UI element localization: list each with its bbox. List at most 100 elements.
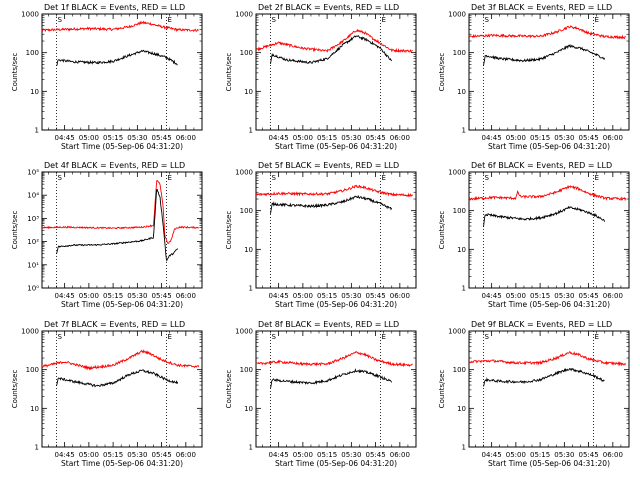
x-tick-label: 05:00 [506,292,526,300]
time-marker-label: S [272,333,277,341]
plot-frame [41,13,203,131]
x-tick-label: 05:45 [152,451,172,459]
time-marker-label: S [58,333,63,341]
x-tick-label: 05:30 [341,451,361,459]
lld-series-line [41,20,199,33]
x-axis-label: Start Time (05-Sep-06 04:31:20) [488,459,610,468]
time-marker-label: E [167,333,171,341]
detector-panel-2: Det 2f BLACK = Events, RED = LLD 1 10 100 10… [225,3,417,151]
y-tick-label: 1 [462,444,466,452]
x-tick-label: 05:00 [79,134,99,142]
time-marker-label: S [272,174,277,182]
x-tick-label: 05:15 [317,451,337,459]
panel-title: Det 3f BLACK = Events, RED = LLD [471,3,612,12]
x-tick-label: 04:45 [55,292,75,300]
y-tick-label: 100 [453,49,466,57]
time-marker-label: S [485,333,490,341]
x-tick-label: 04:45 [55,134,75,142]
detector-panel-9: Det 9f BLACK = Events, RED = LLD 1 10 100 10… [438,320,630,468]
lld-series-line [468,25,626,40]
panel-title: Det 4f BLACK = Events, RED = LLD [44,161,185,170]
detector-panel-5: Det 5f BLACK = Events, RED = LLD 1 10 100 10… [225,161,417,309]
y-axis-label: Counts/sec [225,211,233,250]
x-tick-label: 05:45 [579,451,599,459]
plot-frame [255,171,417,289]
events-series-line [483,367,605,387]
y-axis-label: Counts/sec [225,53,233,92]
plot-frame [468,171,630,289]
events-series-line [56,49,178,67]
time-marker-label: E [381,333,385,341]
panel-title: Det 2f BLACK = Events, RED = LLD [258,3,399,12]
y-tick-label: 1000 [235,328,253,336]
x-axis-label: Start Time (05-Sep-06 04:31:20) [275,142,397,151]
y-tick-label: 10 [30,405,39,413]
x-axis-label: Start Time (05-Sep-06 04:31:20) [488,142,610,151]
x-tick-label: 05:00 [79,292,99,300]
time-marker-label: E [167,174,171,182]
y-axis-label: Counts/sec [225,370,233,409]
y-axis-label: Counts/sec [11,53,19,92]
x-tick-label: 05:45 [579,292,599,300]
y-tick-label: 10³ [27,215,39,223]
plot-frame [468,13,630,131]
x-tick-label: 05:15 [317,134,337,142]
x-axis-label: Start Time (05-Sep-06 04:31:20) [275,459,397,468]
panel-title: Det 5f BLACK = Events, RED = LLD [258,161,399,170]
y-tick-label: 1000 [21,11,39,19]
y-tick-label: 1000 [448,11,466,19]
y-tick-label: 1000 [235,169,253,177]
x-tick-label: 05:15 [103,451,123,459]
time-marker-label: E [381,174,385,182]
y-tick-label: 100 [453,207,466,215]
lld-series-line [468,184,627,202]
x-tick-label: 06:00 [603,134,623,142]
x-tick-label: 04:45 [269,292,289,300]
lld-series-line [41,180,199,244]
y-tick-label: 10 [244,88,253,96]
x-tick-label: 05:00 [293,451,313,459]
x-tick-label: 05:45 [366,134,386,142]
y-tick-label: 1 [35,444,39,452]
x-tick-label: 04:45 [482,451,502,459]
plot-frame [468,330,630,448]
panel-title: Det 1f BLACK = Events, RED = LLD [44,3,185,12]
time-marker-label: S [58,174,63,182]
x-tick-label: 04:45 [482,134,502,142]
y-tick-label: 1000 [448,169,466,177]
panel-title: Det 7f BLACK = Events, RED = LLD [44,320,185,329]
y-tick-label: 10 [457,246,466,254]
x-axis-label: Start Time (05-Sep-06 04:31:20) [488,300,610,309]
detector-panel-1: Det 1f BLACK = Events, RED = LLD 1 10 100 10… [11,3,203,151]
plot-frame [255,13,417,131]
y-tick-label: 1000 [235,11,253,19]
y-tick-label: 1 [35,127,39,135]
y-tick-label: 10⁴ [27,192,39,200]
x-tick-label: 04:45 [482,292,502,300]
x-tick-label: 05:15 [103,134,123,142]
time-marker-label: E [381,16,385,24]
x-tick-label: 06:00 [390,134,410,142]
y-tick-label: 100 [453,366,466,374]
x-axis-label: Start Time (05-Sep-06 04:31:20) [61,459,183,468]
panel-title: Det 6f BLACK = Events, RED = LLD [471,161,612,170]
events-series-line [483,44,606,66]
x-tick-label: 05:00 [506,134,526,142]
y-tick-label: 100 [240,49,253,57]
detector-panel-7: Det 7f BLACK = Events, RED = LLD 1 10 100 10… [11,320,203,468]
time-marker-label: E [594,16,598,24]
time-marker-label: S [485,16,490,24]
x-axis-label: Start Time (05-Sep-06 04:31:20) [61,300,183,309]
plot-frame [255,330,417,448]
lld-series-line [41,349,200,371]
y-tick-label: 10⁰ [27,285,39,293]
x-tick-label: 05:15 [530,134,550,142]
detector-panel-8: Det 8f BLACK = Events, RED = LLD 1 10 100 10… [225,320,417,468]
panel-title: Det 9f BLACK = Events, RED = LLD [471,320,612,329]
x-tick-label: 05:00 [293,134,313,142]
x-tick-label: 04:45 [55,451,75,459]
y-tick-label: 100 [240,207,253,215]
lld-series-line [255,350,413,368]
y-tick-label: 10¹ [27,261,39,269]
x-tick-label: 05:30 [127,451,147,459]
